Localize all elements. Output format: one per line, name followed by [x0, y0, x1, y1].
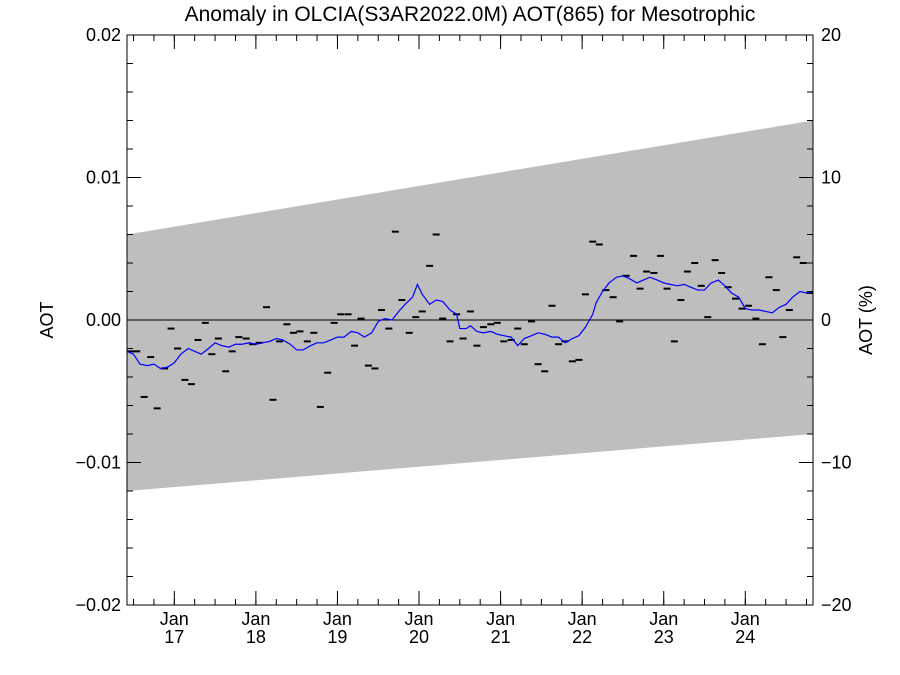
y-tick-label: 0.02: [86, 25, 121, 45]
y-tick-label: −0.02: [75, 595, 121, 615]
x-tick-month: Jan: [731, 609, 760, 629]
chart-title: Anomaly in OLCIA(S3AR2022.0M) AOT(865) f…: [185, 3, 756, 26]
y-right-tick-label: −20: [821, 595, 852, 615]
x-tick-year: 20: [409, 627, 429, 647]
x-tick-year: 24: [735, 627, 755, 647]
x-tick-month: Jan: [486, 609, 515, 629]
x-tick-month: Jan: [649, 609, 678, 629]
x-tick-month: Jan: [241, 609, 270, 629]
x-tick-month: Jan: [323, 609, 352, 629]
uncertainty-band: [127, 120, 813, 491]
y-tick-label: −0.01: [75, 453, 121, 473]
y-right-tick-label: −10: [821, 453, 852, 473]
plot-area: [126, 34, 814, 606]
y-tick-label: 0.00: [86, 310, 121, 330]
y-axis-right: 20 10 0 −10 −20: [799, 25, 852, 615]
y-right-tick-label: 20: [821, 25, 841, 45]
x-tick-year: 22: [572, 627, 592, 647]
y-axis-label: AOT: [37, 301, 57, 338]
y-axis-left: 0.02 0.01 0.00 −0.01 −0.02: [75, 25, 141, 615]
y-axis-label-right: AOT (%): [856, 285, 876, 355]
x-tick-month: Jan: [568, 609, 597, 629]
y-tick-label: 0.01: [86, 168, 121, 188]
x-tick-year: 17: [164, 627, 184, 647]
x-tick-year: 21: [491, 627, 511, 647]
x-tick-month: Jan: [405, 609, 434, 629]
y-right-tick-label: 10: [821, 168, 841, 188]
x-tick-year: 18: [246, 627, 266, 647]
monthly-points: [126, 230, 814, 410]
x-tick-year: 19: [327, 627, 347, 647]
running-mean-line: [126, 275, 814, 370]
x-tick-month: Jan: [160, 609, 189, 629]
y-right-tick-label: 0: [821, 310, 831, 330]
x-tick-year: 23: [654, 627, 674, 647]
